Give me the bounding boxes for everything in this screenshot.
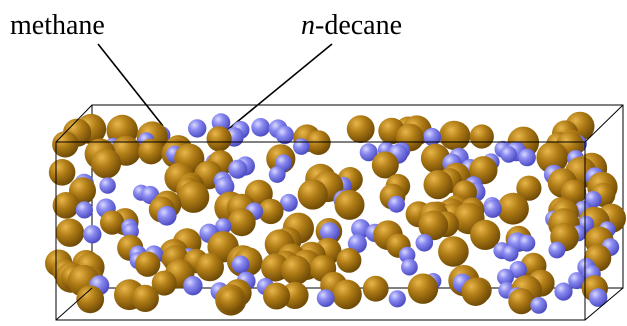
methane-molecule <box>497 268 514 286</box>
methane-molecule <box>588 288 608 307</box>
decane-molecule <box>100 210 125 235</box>
methane-molecule <box>483 199 502 218</box>
methane-molecule <box>83 225 102 244</box>
methane-molecule <box>231 255 250 274</box>
methane-molecule <box>347 234 367 254</box>
decane-molecule <box>497 192 529 225</box>
decane-molecule <box>332 279 362 310</box>
methane-molecule <box>215 218 232 235</box>
decane-molecule <box>438 236 469 267</box>
decane-molecule <box>48 159 76 186</box>
methane-molecule <box>351 219 371 239</box>
methane-molecule <box>251 118 270 137</box>
methane-molecule <box>401 258 418 276</box>
decane-molecule <box>334 189 365 220</box>
decane-molecule <box>469 124 494 149</box>
decane-molecule <box>131 284 159 312</box>
decane-molecule <box>508 288 535 315</box>
decane-molecule <box>227 208 256 237</box>
decane-molecule <box>461 277 490 306</box>
decane-molecule <box>297 179 328 210</box>
methane-molecule <box>509 261 527 279</box>
methane-molecule <box>554 282 573 301</box>
methane-molecule <box>268 166 286 183</box>
decane-molecule <box>362 275 389 302</box>
decane-molecule <box>423 170 453 200</box>
methane-molecule <box>518 234 536 252</box>
decane-molecule <box>52 192 80 219</box>
methane-molecule <box>75 201 93 219</box>
decane-molecule <box>52 131 79 158</box>
methane-molecule <box>388 195 405 213</box>
methane-molecule <box>183 276 203 296</box>
decane-molecule <box>258 198 284 225</box>
decane-molecule <box>536 141 569 174</box>
decane-molecule <box>371 151 399 179</box>
methane-molecule <box>548 241 566 259</box>
decane-label-prefix: n <box>301 10 315 41</box>
methane-molecule <box>518 148 536 167</box>
decane-molecule <box>55 218 85 247</box>
decane-molecule <box>281 255 311 285</box>
methane-molecule <box>500 146 517 163</box>
decane-molecule <box>418 210 449 241</box>
methane-molecule <box>228 159 248 179</box>
methane-molecule <box>415 234 434 252</box>
methane-molecule <box>293 138 310 155</box>
methane-molecule <box>157 206 177 226</box>
methane-molecule <box>280 193 298 212</box>
decane-molecule <box>218 287 244 313</box>
methane-molecule <box>99 177 116 194</box>
decane-label: n-decane <box>301 10 402 41</box>
decane-molecule <box>91 148 122 179</box>
decane-molecule <box>346 115 375 143</box>
methane-molecule <box>388 290 406 308</box>
box-front-face <box>55 104 624 321</box>
decane-molecule <box>76 285 105 314</box>
methane-molecule <box>530 297 548 314</box>
decane-molecule <box>470 219 501 250</box>
methane-molecule <box>215 176 235 197</box>
decane-molecule <box>134 251 161 277</box>
methane-molecule <box>502 245 519 262</box>
methane-molecule <box>359 143 378 162</box>
decane-molecule <box>195 253 224 282</box>
decane-molecule <box>177 181 210 213</box>
methane-leader-line <box>97 43 164 127</box>
decane-label-suffix: -decane <box>315 10 402 41</box>
methane-label: methane <box>10 10 105 41</box>
decane-molecule <box>263 282 290 310</box>
decane-molecule <box>516 175 542 201</box>
methane-molecule <box>423 127 442 146</box>
decane-molecule <box>151 270 177 296</box>
decane-leader-line <box>225 43 333 132</box>
decane-molecule <box>441 121 471 151</box>
decane-molecule <box>206 126 232 152</box>
methane-molecule <box>188 119 207 138</box>
methane-molecule <box>316 289 335 307</box>
decane-molecule <box>336 248 362 273</box>
methane-molecule <box>568 272 586 290</box>
decane-molecule <box>138 138 164 165</box>
molecule-layer <box>45 111 626 316</box>
methane-molecule <box>319 222 340 242</box>
methane-molecule <box>275 125 294 145</box>
decane-molecule <box>407 273 439 304</box>
decane-molecule <box>305 130 331 156</box>
